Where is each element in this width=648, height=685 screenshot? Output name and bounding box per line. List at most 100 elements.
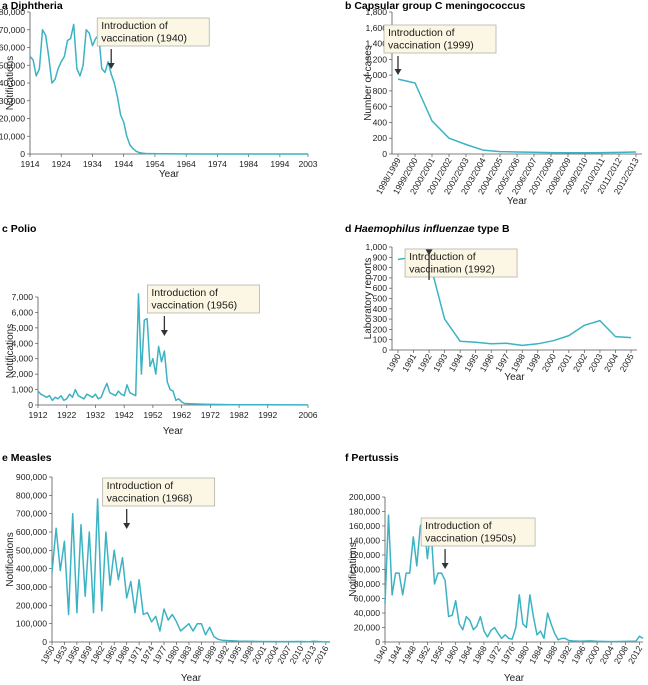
x-axis-label-d: Year <box>504 372 525 383</box>
annotation-text-e: Introduction of <box>107 480 174 492</box>
y-tick-label-e: 700,000 <box>16 509 47 519</box>
y-tick-label-b: 1,200 <box>365 54 387 64</box>
y-axis-label-e: Notifications <box>5 532 16 586</box>
y-tick-label-d: 900 <box>373 252 388 262</box>
y-axis-label-a: Notifications <box>5 56 16 110</box>
annotation-text-c: Introduction of <box>151 287 218 299</box>
y-tick-label-e: 500,000 <box>16 545 47 555</box>
panel-title-text-c: Polio <box>11 223 37 235</box>
panel-b: b Capsular group C meningococcus 0 200 400 6… <box>345 0 642 207</box>
y-tick-label-f: 160,000 <box>349 521 380 531</box>
panel-c: c Polio 0 1,000 2,000 3,000 4,000 5,000 6,000 7,… <box>2 223 318 437</box>
annotation-text-f: Introduction of <box>425 520 492 532</box>
panel-title-text-f: Pertussis <box>351 452 398 464</box>
y-axis-label-b: Number of cases <box>363 45 374 121</box>
panel-f: f Pertussis 0 20,000 40,000 60,000 80,000 100,… <box>345 452 644 684</box>
y-tick-label-e: 900,000 <box>16 472 47 482</box>
x-tick-label-d: 2004 <box>602 352 620 374</box>
x-tick-label-d: 1990 <box>385 352 403 374</box>
panel-e: e Measles 0 100,000 200,000 300,000 400,000 50… <box>2 452 331 684</box>
y-tick-label-c: 3,000 <box>11 354 33 364</box>
x-tick-label-a: 2003 <box>298 159 317 169</box>
annotation-box-d <box>404 248 518 278</box>
y-tick-label-c: 0 <box>28 400 33 410</box>
x-tick-label-a: 1964 <box>177 159 196 169</box>
x-tick-label-a: 1954 <box>145 159 164 169</box>
panel-title-italic-d: Haemophilus influenzae <box>354 223 477 235</box>
panel-letter-a: a <box>2 0 11 12</box>
panel-title-text-e: Measles <box>11 452 52 464</box>
panel-title-rest-d: type B <box>477 223 510 235</box>
panel-title-e: e Measles <box>2 452 52 464</box>
y-tick-label-f: 120,000 <box>349 550 380 560</box>
panel-title-text-a: Diphtheria <box>11 0 63 12</box>
x-tick-label-c: 1952 <box>143 410 162 420</box>
x-tick-label-d: 1991 <box>400 352 418 374</box>
y-tick-label-a: 30,000 <box>0 96 25 106</box>
y-tick-label-f: 40,000 <box>354 608 381 618</box>
y-tick-label-f: 60,000 <box>354 594 381 604</box>
x-tick-label-d: 1994 <box>447 352 465 374</box>
x-tick-label-c: 1992 <box>258 410 277 420</box>
x-axis-label-c: Year <box>163 426 184 437</box>
x-tick-label-d: 1998 <box>509 352 527 374</box>
y-tick-label-e: 400,000 <box>16 564 47 574</box>
annotation-text-e: vaccination (1968) <box>107 493 193 505</box>
y-axis-label-f: Notifications <box>348 542 359 596</box>
y-tick-label-b: 1,600 <box>365 23 387 33</box>
y-tick-label-a: 20,000 <box>0 114 25 124</box>
y-tick-label-b: 1,800 <box>365 7 387 17</box>
y-tick-label-d: 500 <box>373 294 388 304</box>
y-tick-label-e: 100,000 <box>16 619 47 629</box>
y-tick-label-d: 300 <box>373 314 388 324</box>
panel-letter-c: c <box>2 223 11 235</box>
y-tick-label-b: 1,000 <box>365 70 387 80</box>
y-tick-label-a: 0 <box>20 149 25 159</box>
annotation-arrowhead-b <box>394 69 402 76</box>
y-tick-label-e: 800,000 <box>16 490 47 500</box>
y-tick-label-a: 70,000 <box>0 25 25 35</box>
y-tick-label-d: 700 <box>373 273 388 283</box>
x-tick-label-c: 1982 <box>230 410 249 420</box>
panel-title-f: f Pertussis <box>345 452 399 464</box>
x-axis-label-b: Year <box>507 196 528 207</box>
x-tick-label-c: 2006 <box>298 410 317 420</box>
annotation-text-f: vaccination (1950s) <box>425 533 516 545</box>
series-line-d <box>397 256 632 347</box>
x-tick-label-d: 1993 <box>431 352 449 374</box>
y-tick-label-d: 0 <box>382 345 387 355</box>
x-tick-label-d: 2000 <box>540 352 558 374</box>
x-tick-label-c: 1962 <box>172 410 191 420</box>
y-tick-label-c: 1,000 <box>11 385 33 395</box>
annotation-text-d: vaccination (1992) <box>409 264 495 276</box>
series-line-c <box>37 293 309 406</box>
annotation-arrowhead-d <box>425 249 433 256</box>
x-tick-label-a: 1914 <box>20 159 39 169</box>
x-tick-label-d: 2003 <box>586 352 604 374</box>
y-tick-label-d: 100 <box>373 335 388 345</box>
x-axis-label-f: Year <box>504 673 525 684</box>
y-tick-label-c: 2,000 <box>11 369 33 379</box>
x-tick-label-c: 1972 <box>201 410 220 420</box>
panel-title-d: d Haemophilus influenzae type B <box>345 223 510 235</box>
x-tick-label-a: 1944 <box>114 159 133 169</box>
y-tick-label-d: 200 <box>373 324 388 334</box>
y-tick-label-d: 800 <box>373 263 388 273</box>
y-tick-label-d: 1,000 <box>365 242 387 252</box>
x-tick-label-a: 1984 <box>239 159 258 169</box>
x-tick-label-c: 1932 <box>86 410 105 420</box>
y-tick-label-f: 0 <box>375 637 380 647</box>
x-tick-label-e: 2016 <box>312 644 330 666</box>
x-tick-label-d: 2005 <box>618 352 636 374</box>
annotation-arrowhead-c <box>160 330 168 336</box>
y-tick-label-d: 600 <box>373 283 388 293</box>
y-tick-label-f: 200,000 <box>349 492 380 502</box>
annotation-text-d: Introduction of <box>409 251 476 263</box>
y-tick-label-b: 800 <box>373 86 388 96</box>
x-tick-label-d: 1992 <box>416 352 434 374</box>
annotation-text-a: vaccination (1940) <box>101 33 187 45</box>
x-tick-label-a: 1994 <box>270 159 289 169</box>
y-tick-label-b: 200 <box>373 133 388 143</box>
y-tick-label-f: 80,000 <box>354 579 381 589</box>
panel-title-c: c Polio <box>2 223 36 235</box>
